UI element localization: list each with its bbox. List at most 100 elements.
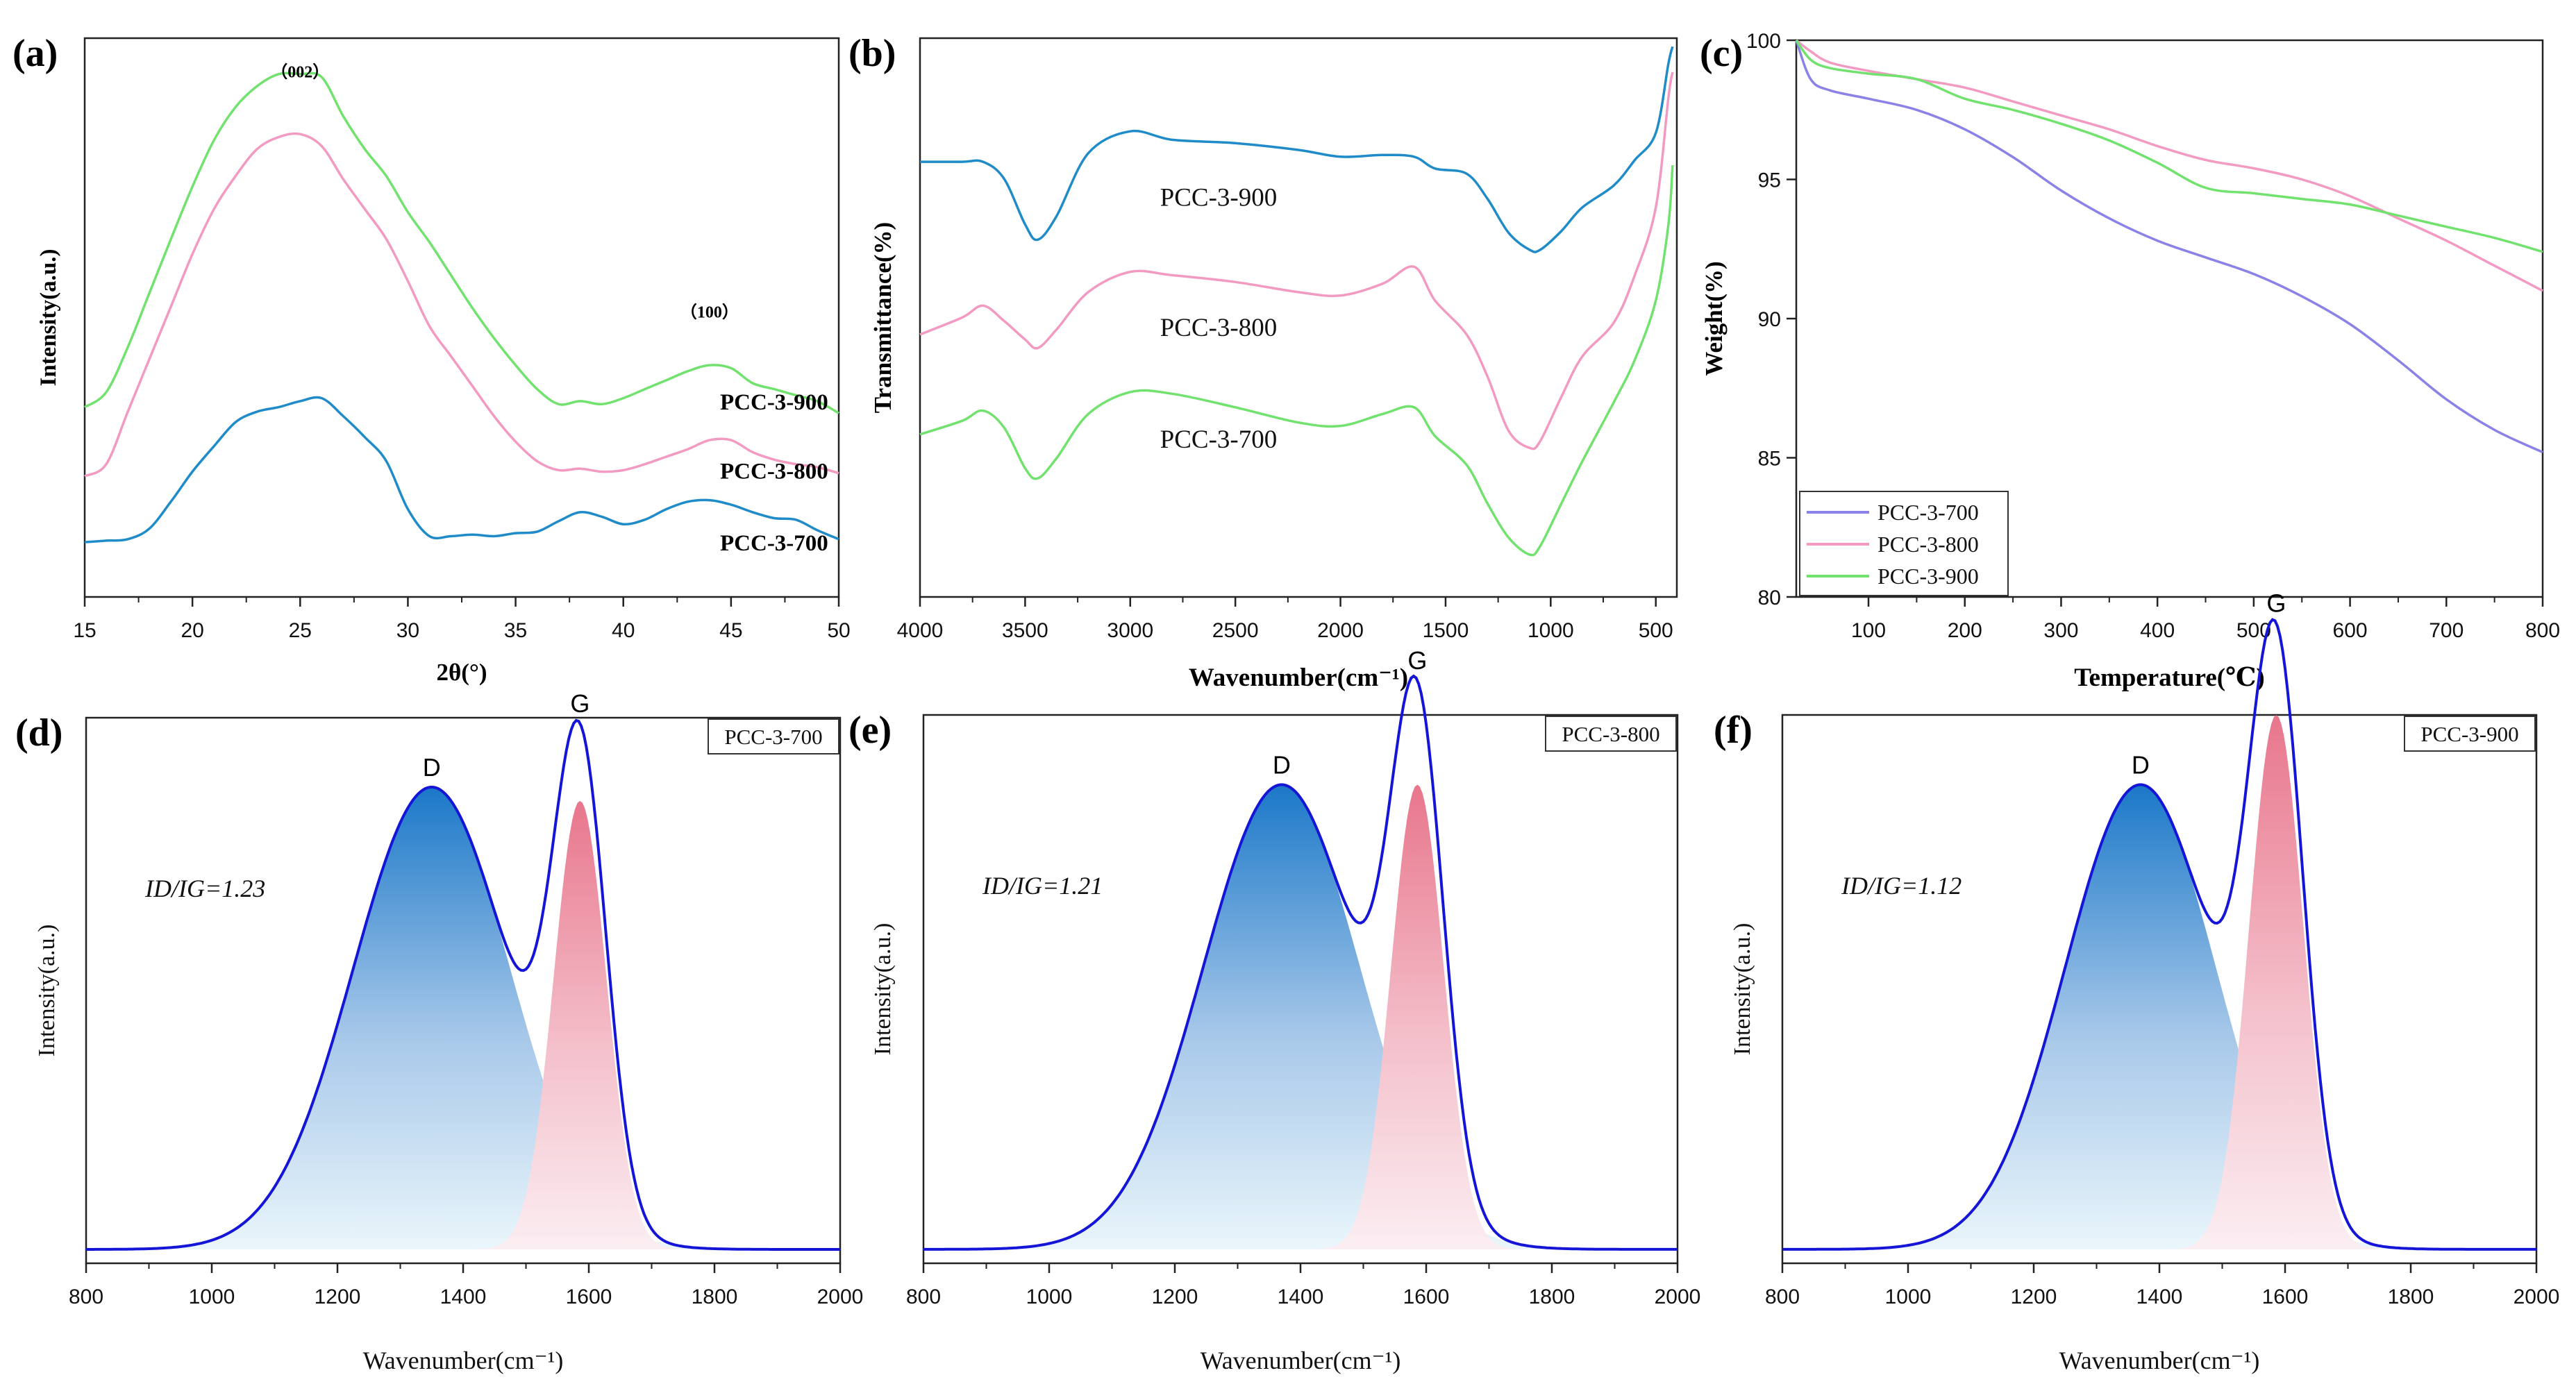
raman-envelope-line [86, 718, 840, 1251]
x-tick-label: 1600 [566, 1285, 612, 1308]
legend: PCC-3-700 PCC-3-800 PCC-3-900 [1799, 491, 2009, 596]
g-band-fill-area [1312, 784, 1523, 1249]
d-band-fill-area [117, 786, 746, 1249]
sample-box-label: PCC-3-700 [724, 725, 822, 749]
id-ig-ratio-label: ID/IG=1.23 [144, 875, 265, 902]
x-tick-label: 45 [719, 619, 742, 642]
x-tick-label: 1800 [2388, 1285, 2434, 1308]
x-tick-label: 100 [1851, 619, 1886, 642]
x-tick-label: 30 [396, 619, 419, 642]
x-axis-title: Wavenumber(cm⁻¹) [2059, 1347, 2260, 1374]
x-tick-label: 700 [2429, 619, 2464, 642]
x-tick-label: 400 [2140, 619, 2175, 642]
d-peak-label: D [1273, 750, 1291, 779]
series-label-pcc-3-700: PCC-3-700 [720, 531, 828, 556]
legend-label-pcc-3-800: PCC-3-800 [1877, 532, 1979, 557]
x-tick-label: 1000 [1885, 1285, 1932, 1308]
series-label-pcc-3-700: PCC-3-700 [1160, 425, 1278, 454]
x-tick-label: 1000 [1026, 1285, 1073, 1308]
y-axis-title: Intensity(a.u.) [34, 925, 60, 1057]
x-tick-label: 2000 [1655, 1285, 1701, 1308]
x-tick-label: 1000 [189, 1285, 235, 1308]
x-tick-label: 2000 [2514, 1285, 2560, 1308]
x-tick-label: 800 [1765, 1285, 1800, 1308]
id-ig-ratio-label: ID/IG=1.21 [982, 872, 1103, 900]
x-tick-label: 1500 [1423, 619, 1469, 642]
x-tick-label: 500 [1639, 619, 1673, 642]
x-tick-label: 4000 [897, 619, 944, 642]
sample-box [1545, 716, 1677, 752]
x-tick-label: 3000 [1107, 619, 1153, 642]
x-tick-label: 1400 [1278, 1285, 1324, 1308]
series-line-pcc-3-900 [919, 46, 1674, 253]
series-label-pcc-3-800: PCC-3-800 [720, 459, 828, 484]
x-tick-label: 1800 [1529, 1285, 1575, 1308]
legend-label-pcc-3-900: PCC-3-900 [1877, 564, 1979, 589]
series-line-pcc-3-800 [1795, 39, 2543, 292]
y-axis-title: Transmittance(%) [869, 222, 896, 413]
series-line-pcc-3-700 [1795, 40, 2543, 454]
x-tick-label: 800 [2525, 619, 2560, 642]
x-tick-label: 1400 [2136, 1285, 2183, 1308]
peak-annotation: （002） [271, 63, 329, 82]
legend-label-pcc-3-700: PCC-3-700 [1877, 500, 1979, 525]
x-tick-label: 1600 [1403, 1285, 1450, 1308]
panel-label: (c) [1700, 32, 1743, 75]
panel-a-xrd-chart: 15 20 25 30 35 40 45 50 (a) PCC-3-700 PCC-3-800 PCC… [12, 32, 851, 686]
y-axis-title: Intensity(a.u.) [870, 923, 896, 1056]
y-axis-title: Intensity(a.u.) [1730, 923, 1755, 1056]
x-tick-label: 800 [906, 1285, 941, 1308]
d-peak-label: D [2132, 750, 2150, 779]
y-tick-label: 95 [1758, 169, 1781, 192]
x-tick-label: 20 [181, 619, 203, 642]
g-band-fill-area [474, 800, 686, 1249]
g-peak-label: G [2266, 589, 2286, 618]
d-band-fill-area [967, 784, 1596, 1249]
id-ig-ratio-label: ID/IG=1.12 [1841, 872, 1962, 900]
x-tick-label: 1200 [315, 1285, 361, 1308]
panel-label: (b) [848, 32, 896, 75]
x-tick-label: 40 [612, 619, 635, 642]
panel-label: (d) [15, 711, 62, 754]
x-tick-label: 15 [73, 619, 96, 642]
x-axis-title: Wavenumber(cm⁻¹) [1201, 1347, 1401, 1374]
panel-c-tga-chart: 100 200 300 400 500 600 700 80080859095100(c)PC… [1700, 30, 2560, 692]
panel-b-ftir-chart: 4000 3500 3000 2500 2000 1500 1000 500 (b) PCC-3-… [848, 32, 1678, 692]
x-tick-label: 300 [2043, 619, 2078, 642]
series-line-pcc-3-900 [84, 71, 839, 414]
y-axis-title: Intensity(a.u.) [36, 248, 61, 386]
x-tick-label: 600 [2333, 619, 2368, 642]
plot-frame [919, 37, 1678, 598]
x-axis-title: Wavenumber(cm⁻¹) [363, 1347, 564, 1374]
raman-envelope-line [1782, 618, 2536, 1251]
series-line-pcc-3-700 [919, 165, 1674, 557]
panel-e-raman-chart: 800 1000 1200 1400 1600 1800 2000 D G ID/IG=1.21 P… [848, 646, 1700, 1374]
x-tick-label: 1200 [2011, 1285, 2057, 1308]
panel-label: (f) [1714, 709, 1753, 752]
series-label-pcc-3-800: PCC-3-800 [1160, 314, 1278, 342]
y-tick-label: 90 [1758, 308, 1781, 331]
x-tick-label: 800 [69, 1285, 103, 1308]
raman-envelope-line [923, 674, 1678, 1251]
series-line-pcc-3-800 [919, 71, 1674, 450]
d-band-fill-area [1839, 784, 2443, 1249]
x-tick-label: 25 [289, 619, 312, 642]
peak-annotation: （100） [680, 303, 739, 321]
series-line-pcc-3-900 [1795, 39, 2543, 253]
y-tick-label: 85 [1758, 448, 1781, 471]
panel-f-raman-chart: 800 1000 1200 1400 1600 1800 2000 D G ID/IG=1.12 P… [1714, 589, 2559, 1374]
x-tick-label: 2000 [817, 1285, 864, 1308]
x-tick-label: 1000 [1528, 619, 1574, 642]
x-tick-label: 2000 [1317, 619, 1364, 642]
series-line-pcc-3-700 [84, 396, 839, 543]
sample-box [708, 718, 839, 754]
y-axis-title: Weight(%) [1700, 261, 1728, 376]
x-tick-label: 3500 [1002, 619, 1048, 642]
y-tick-label: 100 [1746, 30, 1781, 53]
series-label-pcc-3-900: PCC-3-900 [720, 390, 828, 415]
x-tick-label: 1600 [2262, 1285, 2309, 1308]
panel-label: (e) [848, 709, 892, 752]
x-tick-label: 1200 [1152, 1285, 1198, 1308]
sample-box [2404, 716, 2536, 752]
